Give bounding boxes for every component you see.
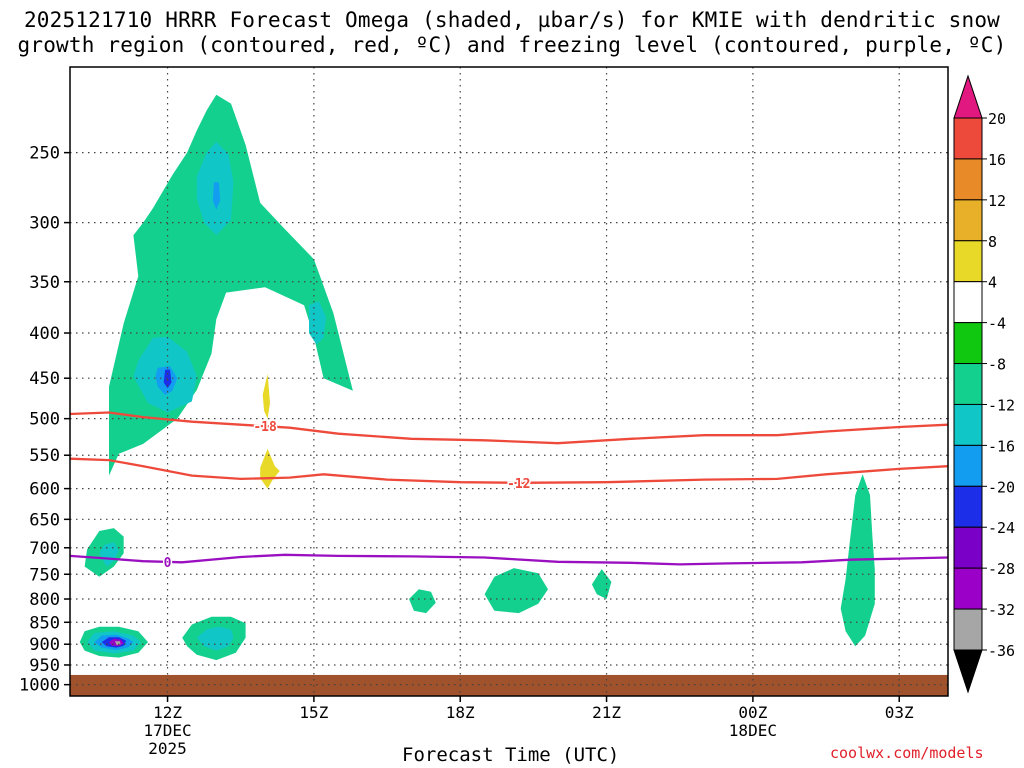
- source-credit: coolwx.com/models: [830, 744, 984, 762]
- colorbar-label--20: -20: [988, 478, 1015, 496]
- y-tick-label-850: 850: [29, 613, 60, 633]
- y-tick-label-750: 750: [29, 565, 60, 585]
- colorbar-box-7: [953, 403, 983, 446]
- colorbar-label-4: 4: [988, 274, 997, 292]
- y-tick-label-450: 450: [29, 369, 60, 389]
- y-tick-label-400: 400: [29, 324, 60, 344]
- omega-area-7: [211, 353, 329, 548]
- x-tick-date-12Z: 17DEC: [143, 721, 191, 740]
- omega-area-28: [738, 569, 763, 599]
- colorbar-label-12: 12: [988, 192, 1006, 210]
- plot-frame: [69, 66, 949, 697]
- colorbar-label-8: 8: [988, 233, 997, 251]
- colorbar-box-8: [953, 444, 983, 487]
- x-tick-date-00Z: 18DEC: [729, 721, 777, 740]
- omega-area-23: [401, 491, 461, 523]
- colorbar-box-3: [953, 240, 983, 283]
- contour-line-1: [69, 457, 949, 484]
- colorbar-box-6: [953, 363, 983, 405]
- y-tick-label-550: 550: [29, 446, 60, 466]
- chart-title-line1: 2025121710 HRRR Forecast Omega (shaded, …: [23, 8, 1001, 32]
- colorbar-label-20: 20: [988, 110, 1006, 128]
- x-tick-label-00Z: 00Z: [738, 703, 767, 722]
- x-tick-label-18Z: 18Z: [446, 703, 475, 722]
- x-tick-label-03Z: 03Z: [885, 703, 914, 722]
- colorbar: 20 16 12 8 4 -4 -8 -12 -16 -20 -24 -28 -32 -36: [953, 74, 1015, 694]
- colorbar-box-9: [953, 485, 983, 528]
- chart-title-line2: growth region (contoured, red, ºC) and f…: [17, 33, 1007, 57]
- contour-line-0: [69, 411, 949, 445]
- grid-lines: [70, 67, 948, 696]
- colorbar-box-5: [953, 322, 983, 365]
- y-tick-label-950: 950: [29, 656, 60, 676]
- omega-area-21: [260, 590, 270, 607]
- contour-label-1: -12: [507, 477, 530, 492]
- colorbar-label--28: -28: [988, 560, 1015, 578]
- y-tick-label-800: 800: [29, 590, 60, 610]
- omega-area-11: [99, 542, 119, 567]
- contour-label-0: -18: [253, 420, 277, 435]
- colorbar-box-10: [953, 526, 983, 569]
- y-tick-label-900: 900: [29, 635, 60, 655]
- colorbar-label--8: -8: [988, 356, 1006, 374]
- colorbar-label--32: -32: [988, 601, 1015, 619]
- omega-area-9: [262, 373, 270, 419]
- y-tick-label-600: 600: [29, 480, 60, 500]
- contour-label-2: 0: [164, 556, 172, 571]
- omega-area-6: [309, 301, 327, 345]
- omega-area-24: [409, 589, 436, 614]
- colorbar-label--24: -24: [988, 519, 1015, 537]
- omega-area-3: [163, 369, 172, 389]
- omega-area-19: [196, 626, 234, 651]
- omega-area-26: [591, 569, 612, 599]
- x-tick-label-12Z: 12Z: [153, 703, 182, 722]
- colorbar-label--12: -12: [988, 396, 1015, 414]
- y-tick-label-650: 650: [29, 510, 60, 530]
- colorbar-max-arrow: [953, 74, 983, 119]
- axes: 2503003504004505005506006507007508008509…: [19, 66, 949, 758]
- colorbar-box-0: [953, 117, 983, 160]
- colorbar-box-4: [953, 281, 983, 324]
- y-tick-label-1000: 1000: [19, 676, 60, 696]
- temperature-contours: -18 -12 0: [69, 411, 949, 572]
- x-tick-label-15Z: 15Z: [299, 703, 328, 722]
- omega-shaded-areas: [79, 94, 948, 667]
- colorbar-label--16: -16: [988, 437, 1015, 455]
- x-tick-year-12Z: 2025: [148, 739, 187, 758]
- surface-ground: [70, 674, 948, 696]
- colorbar-box-2: [953, 199, 983, 242]
- colorbar-label-16: 16: [988, 151, 1006, 169]
- y-tick-label-350: 350: [29, 273, 60, 293]
- contour-line-2: [69, 553, 949, 566]
- y-tick-label-500: 500: [29, 410, 60, 430]
- surface-terrain: [70, 674, 948, 696]
- y-tick-label-700: 700: [29, 539, 60, 559]
- omega-area-22: [260, 592, 378, 651]
- colorbar-label--36: -36: [988, 642, 1015, 660]
- y-tick-label-250: 250: [29, 144, 60, 164]
- colorbar-box-11: [953, 567, 983, 610]
- x-tick-label-21Z: 21Z: [592, 703, 621, 722]
- omega-area-30: [916, 472, 948, 667]
- y-tick-label-300: 300: [29, 214, 60, 234]
- omega-area-5: [212, 182, 221, 210]
- omega-area-27: [650, 606, 666, 627]
- x-axis-title: Forecast Time (UTC): [402, 744, 620, 766]
- omega-area-25: [484, 568, 548, 614]
- colorbar-label--4: -4: [988, 315, 1006, 333]
- omega-area-20: [201, 576, 231, 599]
- colorbar-box-1: [953, 158, 983, 201]
- colorbar-box-12: [953, 608, 983, 651]
- colorbar-min-arrow: [953, 649, 983, 694]
